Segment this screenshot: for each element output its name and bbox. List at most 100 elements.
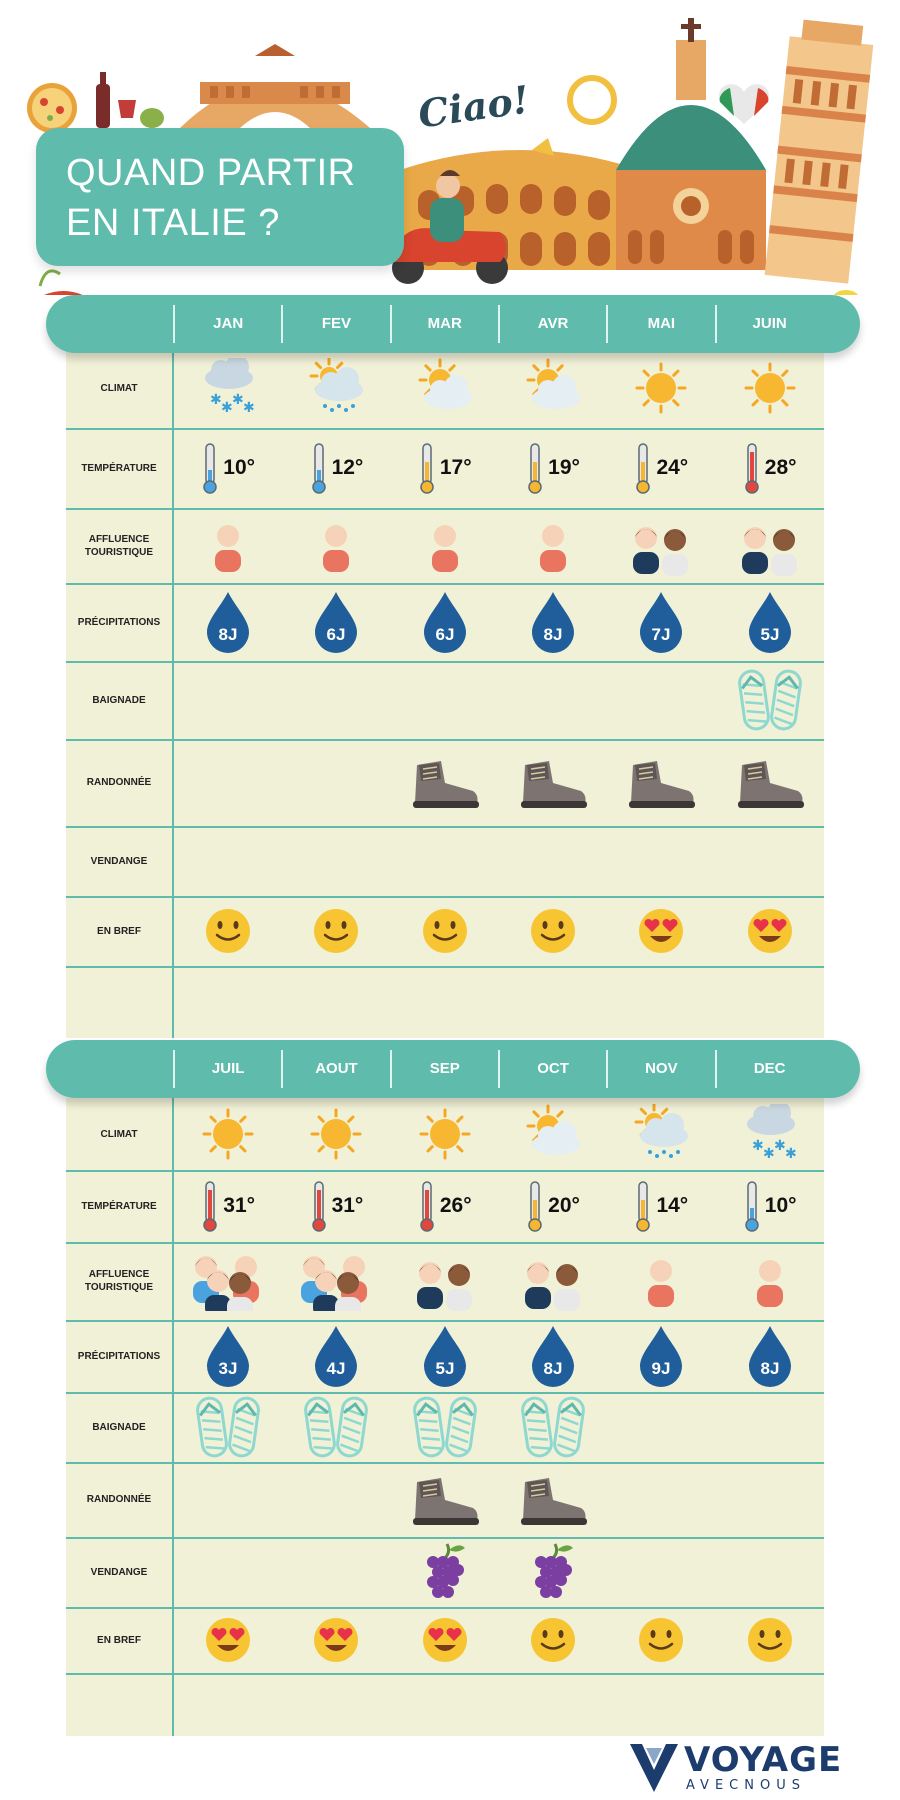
temperature-value: 24° <box>656 456 689 479</box>
precipitations-cell-nov: 9J <box>607 1320 715 1392</box>
crowd-high-icon <box>301 1256 368 1311</box>
climat-cell-aout <box>282 1098 390 1170</box>
vendange-cell-avr <box>499 826 607 896</box>
vendange-cell-mar <box>391 826 499 896</box>
italy-landmarks-illustration <box>27 18 874 295</box>
randonnee-cell-fev <box>282 739 390 826</box>
baignade-cell-mar <box>391 661 499 739</box>
precip-days-label: 9J <box>652 1359 671 1378</box>
affluence-cell-dec <box>716 1242 824 1320</box>
affluence-cell-mai <box>607 508 715 583</box>
climat-cell-juin <box>716 348 824 428</box>
thermometer-icon <box>745 443 759 494</box>
title-line-2: EN ITALIE ? <box>66 202 280 244</box>
row-vendange: VENDANGE <box>66 1537 824 1609</box>
heart-eyes-face-icon <box>422 1618 467 1662</box>
scooter-rider-illustration <box>390 170 508 284</box>
affluence-cell-sep <box>391 1242 499 1320</box>
affluence-cell-juil <box>174 1242 282 1320</box>
baignade-cell-dec <box>716 1392 824 1462</box>
precip-days-label: 6J <box>327 625 346 644</box>
calendar-panel-jul-dec: CLIMAT ✱ ✱ ✱ ✱ TEMPÉRATURE 31° 31° 26° 20° 14° 10° A… <box>66 1098 824 1736</box>
temperature-cell-dec: 10° <box>716 1170 824 1242</box>
vendange-cell-aout <box>282 1537 390 1607</box>
logo-v-icon <box>630 1744 678 1792</box>
en_bref-cell-juil <box>174 1607 282 1673</box>
vendange-cell-mai <box>607 826 715 896</box>
vendange-cell-fev <box>282 826 390 896</box>
month-separator <box>714 1050 717 1088</box>
row-vendange: VENDANGE <box>66 826 824 898</box>
row-label-baignade: BAIGNADE <box>92 1421 146 1433</box>
row-precipitations: PRÉCIPITATIONS 3J 4J 5J 8J 9J 8J <box>66 1320 824 1394</box>
crowd-low-icon <box>431 524 458 572</box>
sun-icon <box>419 1108 471 1160</box>
precipitations-cell-mai: 7J <box>607 583 715 661</box>
baignade-cell-mai <box>607 661 715 739</box>
temperature-value: 10° <box>764 1194 797 1217</box>
baignade-cell-nov <box>607 1392 715 1462</box>
vendange-cell-jan <box>174 826 282 896</box>
row-label-randonnee: RANDONNÉE <box>86 1494 152 1505</box>
baignade-cell-avr <box>499 661 607 739</box>
month-header-sep: SEP <box>429 1060 460 1077</box>
temperature-cell-sep: 26° <box>391 1170 499 1242</box>
hiking-boot-icon <box>412 760 479 808</box>
svg-text:✱: ✱ <box>785 1146 797 1162</box>
sun-rain-cloud-icon <box>634 1104 689 1158</box>
vendange-cell-sep <box>391 1537 499 1607</box>
month-header-mai: MAI <box>647 315 676 332</box>
precip-days-label: 6J <box>435 625 454 644</box>
climat-cell-nov <box>607 1098 715 1170</box>
sun-cloud-icon <box>526 1104 581 1155</box>
rain-drop-icon: 7J <box>640 592 683 653</box>
sun-icon <box>310 1108 362 1160</box>
temperature-cell-juil: 31° <box>174 1170 282 1242</box>
temperature-value: 19° <box>548 456 580 479</box>
crowd-low-icon <box>215 524 242 572</box>
climat-cell-sep <box>391 1098 499 1170</box>
row-label-en_bref: EN BREF <box>97 1634 141 1646</box>
hiking-boot-icon <box>737 760 804 808</box>
voyage-avecnous-logo: VOYAGE AVECNOUS <box>624 1738 854 1796</box>
row-label-climat: CLIMAT <box>100 382 138 394</box>
month-separator <box>281 305 284 343</box>
svg-text:✱: ✱ <box>221 400 233 416</box>
month-bar-jan-jun: JAN FEV MAR AVR MAI JUIN <box>46 295 860 353</box>
month-header-juin: JUIN <box>752 315 787 332</box>
month-header-avr: AVR <box>537 315 569 332</box>
month-separator <box>714 305 717 343</box>
climat-cell-dec: ✱ ✱ ✱ ✱ <box>716 1098 824 1170</box>
sun-rain-cloud-icon <box>309 358 364 412</box>
row-baignade: BAIGNADE <box>66 661 824 741</box>
crowd-high-icon <box>193 1256 260 1311</box>
climat-cell-fev <box>282 348 390 428</box>
affluence-cell-fev <box>282 508 390 583</box>
baignade-cell-sep <box>391 1392 499 1462</box>
grapes-icon <box>535 1543 574 1598</box>
vendange-cell-nov <box>607 1537 715 1607</box>
climat-cell-mar <box>391 348 499 428</box>
randonnee-cell-mai <box>607 739 715 826</box>
temperature-value: 31° <box>223 1194 256 1217</box>
randonnee-cell-juin <box>716 739 824 826</box>
month-separator <box>606 1050 609 1088</box>
precip-days-label: 7J <box>652 625 671 644</box>
precip-days-label: 8J <box>544 1359 563 1378</box>
heart-eyes-face-icon <box>747 909 792 953</box>
rain-drop-icon: 6J <box>423 592 466 653</box>
vendange-cell-juil <box>174 1537 282 1607</box>
smiley-face-icon <box>531 1618 576 1662</box>
vendange-cell-dec <box>716 1537 824 1607</box>
en_bref-cell-avr <box>499 896 607 966</box>
month-header-fev: FEV <box>321 315 352 332</box>
baignade-cell-jan <box>174 661 282 739</box>
sun-icon <box>202 1108 254 1160</box>
temperature-value: 14° <box>656 1194 689 1217</box>
svg-text:✱: ✱ <box>210 392 222 408</box>
pizza-icon <box>27 83 77 133</box>
heart-eyes-face-icon <box>314 1618 359 1662</box>
title-card: QUAND PARTIR EN ITALIE ? <box>36 128 404 266</box>
randonnee-cell-aout <box>282 1462 390 1537</box>
climat-cell-avr <box>499 348 607 428</box>
